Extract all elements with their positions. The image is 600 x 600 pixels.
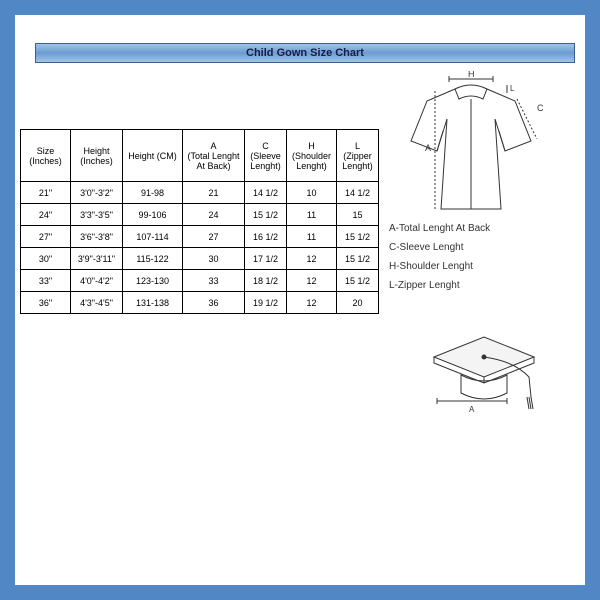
table-cell: 16 1/2 — [245, 226, 287, 248]
table-cell: 10 — [287, 182, 337, 204]
legend: A-Total Lenght At Back C-Sleeve Lenght H… — [389, 219, 490, 295]
title-bar: Child Gown Size Chart — [35, 43, 575, 63]
legend-l: L-Zipper Lenght — [389, 276, 490, 295]
col-header-line1: Height — [74, 146, 119, 156]
table-cell: 15 — [337, 204, 379, 226]
table-cell: 36 — [183, 292, 245, 314]
table-cell: 131-138 — [123, 292, 183, 314]
cap-label-a: A — [469, 405, 475, 414]
content-row: Size(Inches)Height(Inches)Height (CM)A(T… — [25, 69, 575, 314]
col-header-line1: C — [248, 141, 283, 151]
table-row: 24"3'3"-3'5"99-1062415 1/21115 — [21, 204, 379, 226]
legend-c: C-Sleeve Lenght — [389, 238, 490, 257]
table-cell: 12 — [287, 270, 337, 292]
table-cell: 11 — [287, 204, 337, 226]
table-cell: 17 1/2 — [245, 248, 287, 270]
header-row: Size(Inches)Height(Inches)Height (CM)A(T… — [21, 130, 379, 182]
table-cell: 21 — [183, 182, 245, 204]
table-cell: 36" — [21, 292, 71, 314]
table-cell: 91-98 — [123, 182, 183, 204]
table-cell: 14 1/2 — [245, 182, 287, 204]
table-cell: 12 — [287, 248, 337, 270]
col-header-line1: L — [340, 141, 375, 151]
table-cell: 27" — [21, 226, 71, 248]
table-body: 21"3'0"-3'2"91-982114 1/21014 1/224"3'3"… — [21, 182, 379, 314]
col-header: L(Zipper Lenght) — [337, 130, 379, 182]
label-a: A — [425, 143, 431, 153]
table-cell: 19 1/2 — [245, 292, 287, 314]
table-cell: 99-106 — [123, 204, 183, 226]
cap-diagram: A — [419, 327, 549, 417]
table-cell: 107-114 — [123, 226, 183, 248]
table-row: 27"3'6"-3'8"107-1142716 1/21115 1/2 — [21, 226, 379, 248]
table-cell: 30" — [21, 248, 71, 270]
right-panel: H C — [379, 69, 575, 314]
table-cell: 15 1/2 — [337, 226, 379, 248]
table-wrap: Size(Inches)Height(Inches)Height (CM)A(T… — [20, 129, 379, 314]
label-h: H — [468, 71, 475, 79]
table-cell: 4'3"-4'5" — [71, 292, 123, 314]
table-cell: 18 1/2 — [245, 270, 287, 292]
table-cell: 30 — [183, 248, 245, 270]
col-header: A(Total Lenght At Back) — [183, 130, 245, 182]
col-header: C(Sleeve Lenght) — [245, 130, 287, 182]
label-l: L — [510, 84, 515, 93]
col-header: Height (CM) — [123, 130, 183, 182]
table-cell: 33 — [183, 270, 245, 292]
label-c: C — [537, 103, 544, 113]
chart-title: Child Gown Size Chart — [246, 47, 364, 59]
table-cell: 20 — [337, 292, 379, 314]
col-header-line2: (Total Lenght At Back) — [186, 151, 241, 171]
table-row: 36"4'3"-4'5"131-1383619 1/21220 — [21, 292, 379, 314]
col-header-line2: (Shoulder Lenght) — [290, 151, 333, 171]
table-cell: 3'6"-3'8" — [71, 226, 123, 248]
table-cell: 123-130 — [123, 270, 183, 292]
table-cell: 12 — [287, 292, 337, 314]
col-header-line1: Size — [24, 146, 67, 156]
table-row: 30"3'9"-3'11"115-1223017 1/21215 1/2 — [21, 248, 379, 270]
table-cell: 15 1/2 — [245, 204, 287, 226]
col-header-line2: (Sleeve Lenght) — [248, 151, 283, 171]
table-row: 33"4'0"-4'2"123-1303318 1/21215 1/2 — [21, 270, 379, 292]
table-cell: 3'3"-3'5" — [71, 204, 123, 226]
table-cell: 3'9"-3'11" — [71, 248, 123, 270]
col-header-line2: (Inches) — [74, 156, 119, 166]
legend-a: A-Total Lenght At Back — [389, 219, 490, 238]
table-cell: 33" — [21, 270, 71, 292]
table-cell: 11 — [287, 226, 337, 248]
table-cell: 27 — [183, 226, 245, 248]
col-header-line2: (Inches) — [24, 156, 67, 166]
col-header-line1: Height (CM) — [126, 151, 179, 161]
table-cell: 15 1/2 — [337, 270, 379, 292]
table-cell: 115-122 — [123, 248, 183, 270]
table-cell: 15 1/2 — [337, 248, 379, 270]
legend-h: H-Shoulder Lenght — [389, 257, 490, 276]
size-table: Size(Inches)Height(Inches)Height (CM)A(T… — [20, 129, 379, 314]
table-cell: 3'0"-3'2" — [71, 182, 123, 204]
table-cell: 21" — [21, 182, 71, 204]
col-header-line2: (Zipper Lenght) — [340, 151, 375, 171]
col-header: Size(Inches) — [21, 130, 71, 182]
col-header-line1: H — [290, 141, 333, 151]
table-cell: 14 1/2 — [337, 182, 379, 204]
col-header: H(Shoulder Lenght) — [287, 130, 337, 182]
table-row: 21"3'0"-3'2"91-982114 1/21014 1/2 — [21, 182, 379, 204]
col-header-line1: A — [186, 141, 241, 151]
table-cell: 24 — [183, 204, 245, 226]
col-header: Height(Inches) — [71, 130, 123, 182]
gown-diagram: H C — [397, 71, 557, 216]
table-cell: 4'0"-4'2" — [71, 270, 123, 292]
page-container: Child Gown Size Chart Size(Inches)Height… — [15, 15, 585, 585]
table-cell: 24" — [21, 204, 71, 226]
